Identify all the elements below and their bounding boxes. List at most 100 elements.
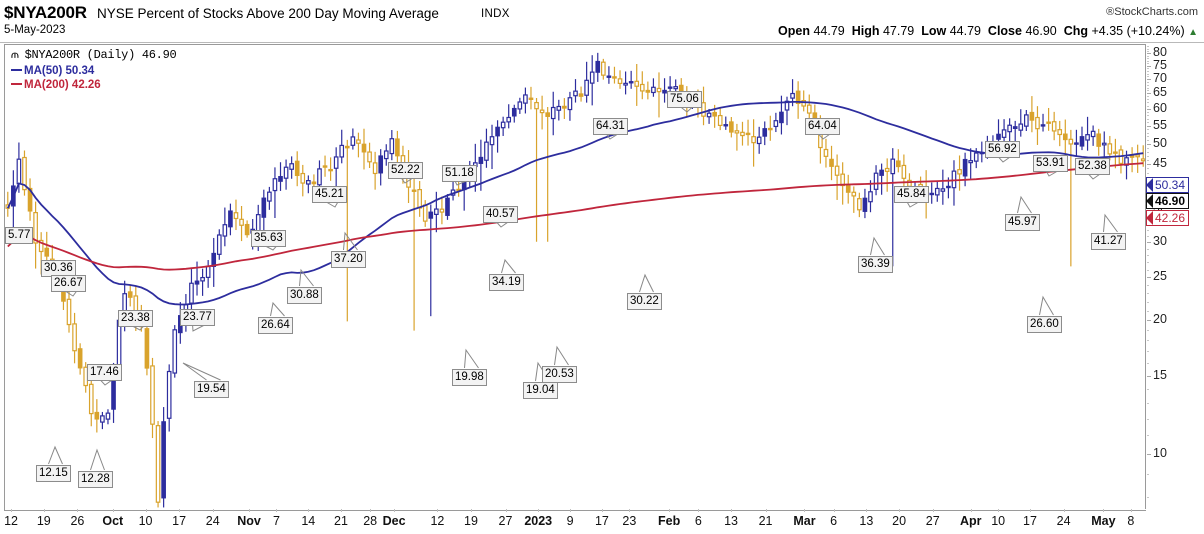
- y-tick-label: 30: [1153, 234, 1167, 249]
- data-point-label: 75.06: [667, 91, 702, 108]
- data-point-label: 26.67: [51, 275, 86, 292]
- x-day-label: 26: [70, 514, 85, 528]
- ticker-symbol: $NYA200R: [4, 3, 87, 22]
- y-minor-tick: [1147, 58, 1149, 60]
- data-point-label: 56.92: [985, 141, 1020, 158]
- x-month-label: Apr: [959, 514, 982, 528]
- y-minor-tick: [1147, 363, 1149, 365]
- y-tick-label: 50: [1153, 135, 1167, 150]
- y-minor-tick: [1147, 229, 1149, 231]
- data-point-label: 52.22: [388, 162, 423, 179]
- y-tick: [1147, 65, 1151, 67]
- y-minor-tick: [1147, 388, 1149, 390]
- y-tick-label: 45: [1153, 156, 1167, 171]
- y-minor-tick: [1147, 122, 1149, 124]
- chart-header: $NYA200R NYSE Percent of Stocks Above 20…: [0, 0, 1204, 45]
- x-day-label: 19: [36, 514, 51, 528]
- y-minor-tick: [1147, 63, 1149, 65]
- annotation-leaders: [48, 105, 1118, 471]
- x-day-label: 21: [334, 514, 348, 528]
- y-minor-tick: [1147, 129, 1149, 131]
- y-minor-tick: [1147, 269, 1149, 271]
- tag-value: 46.90: [1155, 194, 1186, 208]
- y-minor-tick: [1147, 248, 1149, 250]
- x-tick: [1130, 509, 1132, 512]
- y-tick-label: 70: [1153, 71, 1167, 86]
- y-minor-tick: [1147, 293, 1149, 295]
- ma200-line: [7, 162, 1144, 271]
- tag-pointer-icon: [1146, 211, 1153, 225]
- y-tick-label: 60: [1153, 100, 1167, 115]
- y-minor-tick: [1147, 55, 1149, 57]
- data-point-label: 26.64: [258, 317, 293, 334]
- y-tick: [1147, 375, 1151, 377]
- legend-ma200-row: MA(200) 42.26: [11, 78, 176, 93]
- y-minor-tick: [1147, 102, 1149, 104]
- y-minor-tick: [1147, 418, 1149, 420]
- x-day-label: 12: [430, 514, 445, 528]
- x-tick: [437, 509, 439, 512]
- x-tick: [866, 509, 868, 512]
- tag-value: 50.34: [1155, 178, 1186, 192]
- y-minor-tick: [1147, 310, 1149, 312]
- y-minor-tick: [1147, 96, 1149, 98]
- y-minor-tick: [1147, 496, 1149, 498]
- y-tick: [1147, 453, 1151, 455]
- y-tick-label: 25: [1153, 269, 1167, 284]
- y-minor-tick: [1147, 99, 1149, 101]
- series-legend: ⫙ $NYA200R (Daily) 46.90 MA(50) 50.34 MA…: [11, 48, 177, 93]
- x-tick: [899, 509, 901, 512]
- y-minor-tick: [1147, 159, 1149, 161]
- data-point-label: 30.22: [627, 293, 662, 310]
- registered-icon: ®: [1106, 6, 1115, 18]
- tag-value: 42.26: [1155, 211, 1186, 225]
- y-tick: [1147, 320, 1151, 322]
- y-tick-label: 55: [1153, 117, 1167, 132]
- y-axis: 807570656055504540353025201510 50.3446.9…: [1145, 44, 1204, 509]
- data-point-label: 45.97: [1005, 214, 1040, 231]
- x-tick: [998, 509, 1000, 512]
- data-point-label: 35.63: [251, 230, 286, 247]
- y-minor-tick: [1147, 132, 1149, 134]
- x-tick: [340, 509, 342, 512]
- x-month-label: Dec: [382, 514, 406, 528]
- data-point-label: 5.77: [5, 227, 34, 244]
- high-label: High: [851, 24, 880, 38]
- y-minor-tick: [1147, 105, 1149, 107]
- x-tick: [629, 509, 631, 512]
- data-point-label: 52.38: [1075, 158, 1110, 175]
- y-minor-tick: [1147, 255, 1149, 257]
- price-plot-area[interactable]: ⫙ $NYA200R (Daily) 46.90 MA(50) 50.34 MA…: [4, 44, 1146, 511]
- x-tick: [308, 509, 310, 512]
- y-minor-tick: [1147, 46, 1149, 48]
- data-point-label: 19.98: [452, 369, 487, 386]
- data-point-label: 12.15: [36, 465, 71, 482]
- x-tick: [145, 509, 147, 512]
- legend-ma50-row: MA(50) 50.34: [11, 64, 176, 79]
- x-tick: [601, 509, 603, 512]
- x-tick: [765, 509, 767, 512]
- y-minor-tick: [1147, 81, 1149, 83]
- y-tick-label: 65: [1153, 85, 1167, 100]
- y-minor-tick: [1147, 330, 1149, 332]
- x-day-label: 20: [892, 514, 907, 528]
- data-point-label: 19.54: [194, 381, 229, 398]
- x-tick: [1063, 509, 1065, 512]
- y-minor-tick: [1147, 68, 1149, 70]
- y-tick: [1147, 53, 1151, 55]
- close-value: 46.90: [1025, 24, 1057, 38]
- legend-price-label: $NYA200R (Daily) 46.90: [24, 48, 177, 62]
- y-minor-tick: [1147, 71, 1149, 72]
- data-point-label: 26.60: [1027, 316, 1062, 333]
- ma50-line: [6, 101, 1144, 306]
- y-tick-label: 15: [1153, 367, 1167, 382]
- open-value: 44.79: [813, 24, 845, 38]
- x-month-label: May: [1091, 514, 1116, 528]
- open-label: Open: [778, 24, 810, 38]
- data-point-label: 36.39: [858, 256, 893, 273]
- last-price-tag: 46.90: [1146, 193, 1190, 209]
- high-value: 47.79: [882, 24, 915, 38]
- y-minor-tick: [1147, 60, 1149, 62]
- x-day-label: 10: [138, 514, 153, 528]
- y-tick-label: 80: [1153, 45, 1167, 60]
